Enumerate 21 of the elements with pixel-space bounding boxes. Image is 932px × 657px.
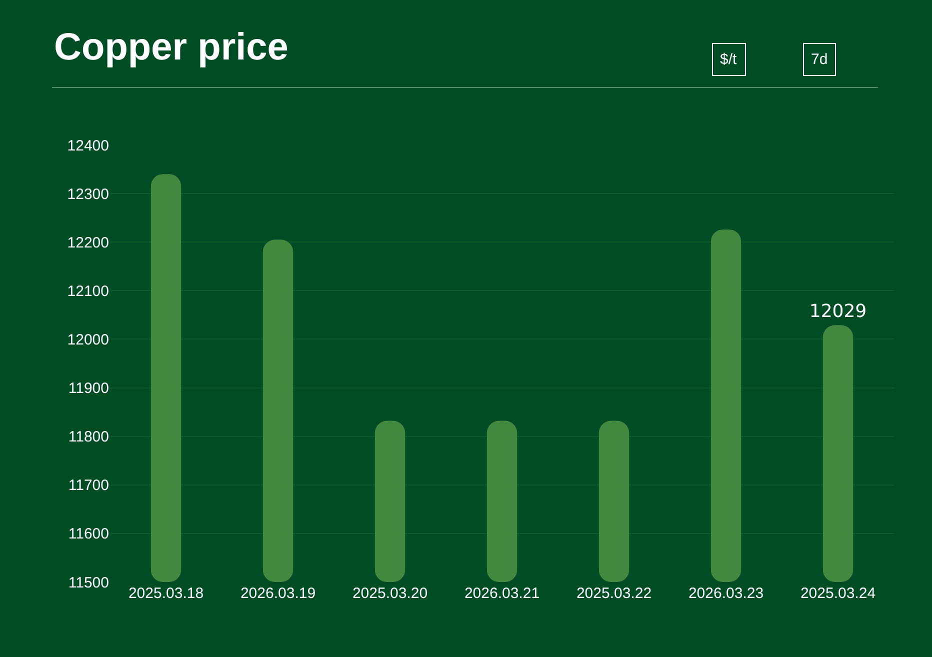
x-tick-label: 2025.03.18 <box>128 585 204 602</box>
x-tick-label: 2025.03.20 <box>352 585 428 602</box>
x-tick-label: 2025.03.22 <box>576 585 652 602</box>
chart-title: Copper price <box>54 26 288 68</box>
text: $/t <box>720 51 738 68</box>
x-tick-label: 2026.03.21 <box>464 585 540 602</box>
data-label: 12029 <box>809 301 867 322</box>
x-tick-label: 2026.03.23 <box>688 585 764 602</box>
y-tick-label: 11500 <box>68 574 109 592</box>
y-tick-label: 11600 <box>68 526 109 543</box>
x-tick-label: 2026.03.19 <box>240 585 316 602</box>
x-tick-label: 2025.03.24 <box>800 585 876 602</box>
y-tick-label: 12200 <box>67 234 109 252</box>
y-tick-label: 12400 <box>67 137 109 154</box>
y-tick-label: 11900 <box>68 380 109 398</box>
y-tick-label: 12300 <box>67 186 109 203</box>
text: 7d <box>811 51 828 68</box>
y-tick-label: 11800 <box>68 428 109 446</box>
y-tick-label: 11700 <box>68 477 109 494</box>
y-tick-label: 12000 <box>67 331 109 348</box>
y-tick-label: 12100 <box>67 282 109 300</box>
